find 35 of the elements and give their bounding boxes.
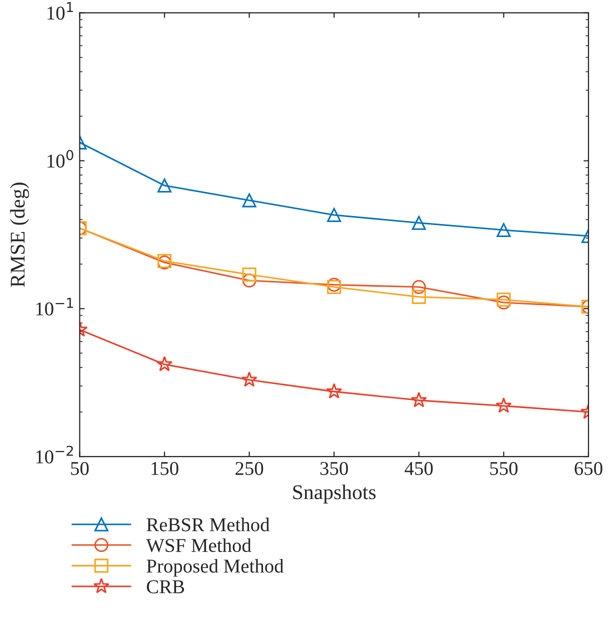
point	[327, 278, 342, 292]
x-tick-label: 550	[490, 462, 518, 476]
y-tick-label: 10$^{1}$	[48, 2, 73, 20]
legend-label: ReBSR Method	[146, 518, 270, 532]
y-tick-label: 10$^{0}$	[48, 150, 74, 168]
x-tick-label: 50	[71, 462, 89, 476]
x-tick-label: 150	[152, 462, 178, 476]
y-axis-title: RMSE (deg)	[10, 182, 30, 288]
point	[412, 216, 426, 230]
x-axis-title: Snapshots	[293, 484, 376, 504]
point	[496, 296, 511, 310]
legend-label: WSF Method	[146, 538, 252, 552]
point	[327, 280, 342, 294]
x-tick-label: 350	[320, 462, 348, 476]
x-tick-label: 250	[236, 462, 264, 476]
x-tick-label: 450	[404, 462, 433, 476]
legend-label: CRB	[146, 580, 184, 594]
point	[412, 290, 426, 304]
point	[327, 208, 342, 222]
point	[241, 371, 258, 387]
y-tick-label: 10$^{−1}$	[36, 298, 74, 316]
point	[410, 392, 427, 408]
point	[242, 193, 256, 208]
point	[157, 178, 172, 193]
point	[156, 356, 173, 372]
point	[326, 383, 342, 398]
x-tick-label: 650	[574, 462, 602, 476]
point	[242, 273, 256, 288]
legend-label: Proposed Method	[146, 559, 284, 577]
point	[496, 397, 512, 413]
y-tick-label: 10$^{−2}$	[36, 446, 73, 464]
point	[496, 223, 511, 238]
point	[496, 292, 511, 307]
point	[242, 268, 256, 282]
point	[412, 280, 426, 294]
